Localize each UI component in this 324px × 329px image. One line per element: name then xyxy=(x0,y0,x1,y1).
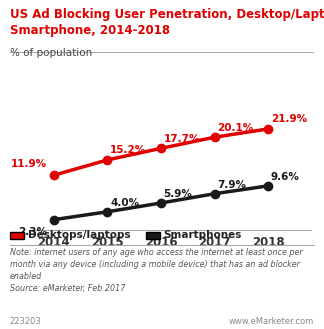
Text: 17.7%: 17.7% xyxy=(164,134,200,144)
Text: 2.3%: 2.3% xyxy=(18,227,47,237)
Text: Smartphones: Smartphones xyxy=(164,230,242,240)
Text: Desktops/laptops: Desktops/laptops xyxy=(28,230,130,240)
Text: 21.9%: 21.9% xyxy=(271,114,307,124)
Text: % of population: % of population xyxy=(10,48,92,58)
Text: US Ad Blocking User Penetration, Desktop/Laptop vs.
Smartphone, 2014-2018: US Ad Blocking User Penetration, Desktop… xyxy=(10,8,324,37)
Text: 4.0%: 4.0% xyxy=(110,198,139,208)
Text: Note: internet users of any age who access the internet at least once per
month : Note: internet users of any age who acce… xyxy=(10,248,302,293)
Text: 11.9%: 11.9% xyxy=(11,159,47,169)
Text: www.eMarketer.com: www.eMarketer.com xyxy=(229,317,314,326)
Text: 15.2%: 15.2% xyxy=(110,145,146,155)
Text: 9.6%: 9.6% xyxy=(271,172,300,182)
Text: 7.9%: 7.9% xyxy=(217,180,246,190)
Text: 5.9%: 5.9% xyxy=(164,189,192,199)
Text: 223203: 223203 xyxy=(10,317,41,326)
Text: 20.1%: 20.1% xyxy=(217,123,253,133)
